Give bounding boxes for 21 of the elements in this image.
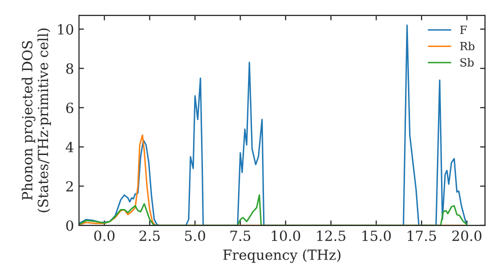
y-tick-label: 6 — [66, 102, 74, 114]
x-tick-label: 15.0 — [362, 230, 391, 242]
legend-label: F — [460, 26, 467, 34]
x-tick-label: 12.5 — [317, 230, 346, 242]
legend-label: Sb — [460, 58, 474, 67]
legend-label: Rb — [460, 42, 474, 50]
x-tick-label: 2.5 — [140, 230, 160, 242]
y-tick-label: 10 — [58, 24, 74, 35]
y-tick-label: 8 — [66, 63, 74, 74]
y-tick-label: 4 — [66, 142, 74, 152]
x-tick-label: 17.5 — [408, 230, 436, 242]
y-tick-label: 2 — [66, 181, 73, 192]
x-axis-title: Frequency (THz) — [223, 249, 340, 263]
x-tick-label: 7.5 — [230, 230, 250, 242]
x-tick-label: 10.0 — [272, 230, 300, 242]
x-tick-label: 20.0 — [452, 230, 482, 242]
x-tick-label: 5.0 — [185, 230, 206, 242]
y-axis-title: Phonon projected DOS (States/THz·primitive cell) — [22, 28, 51, 212]
x-tick-label: 0.0 — [94, 230, 114, 242]
y-tick-label: 0 — [66, 220, 74, 231]
line-series — [79, 194, 468, 226]
